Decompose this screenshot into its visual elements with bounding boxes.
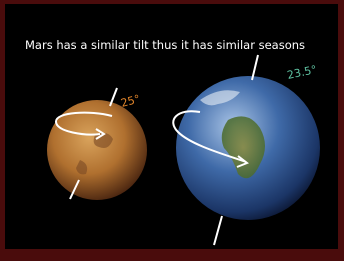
page: Mars has a similar tilt thus it has simi…	[0, 0, 344, 261]
title: Mars has a similar tilt thus it has simi…	[25, 38, 305, 52]
slide: Mars has a similar tilt thus it has simi…	[0, 0, 344, 261]
